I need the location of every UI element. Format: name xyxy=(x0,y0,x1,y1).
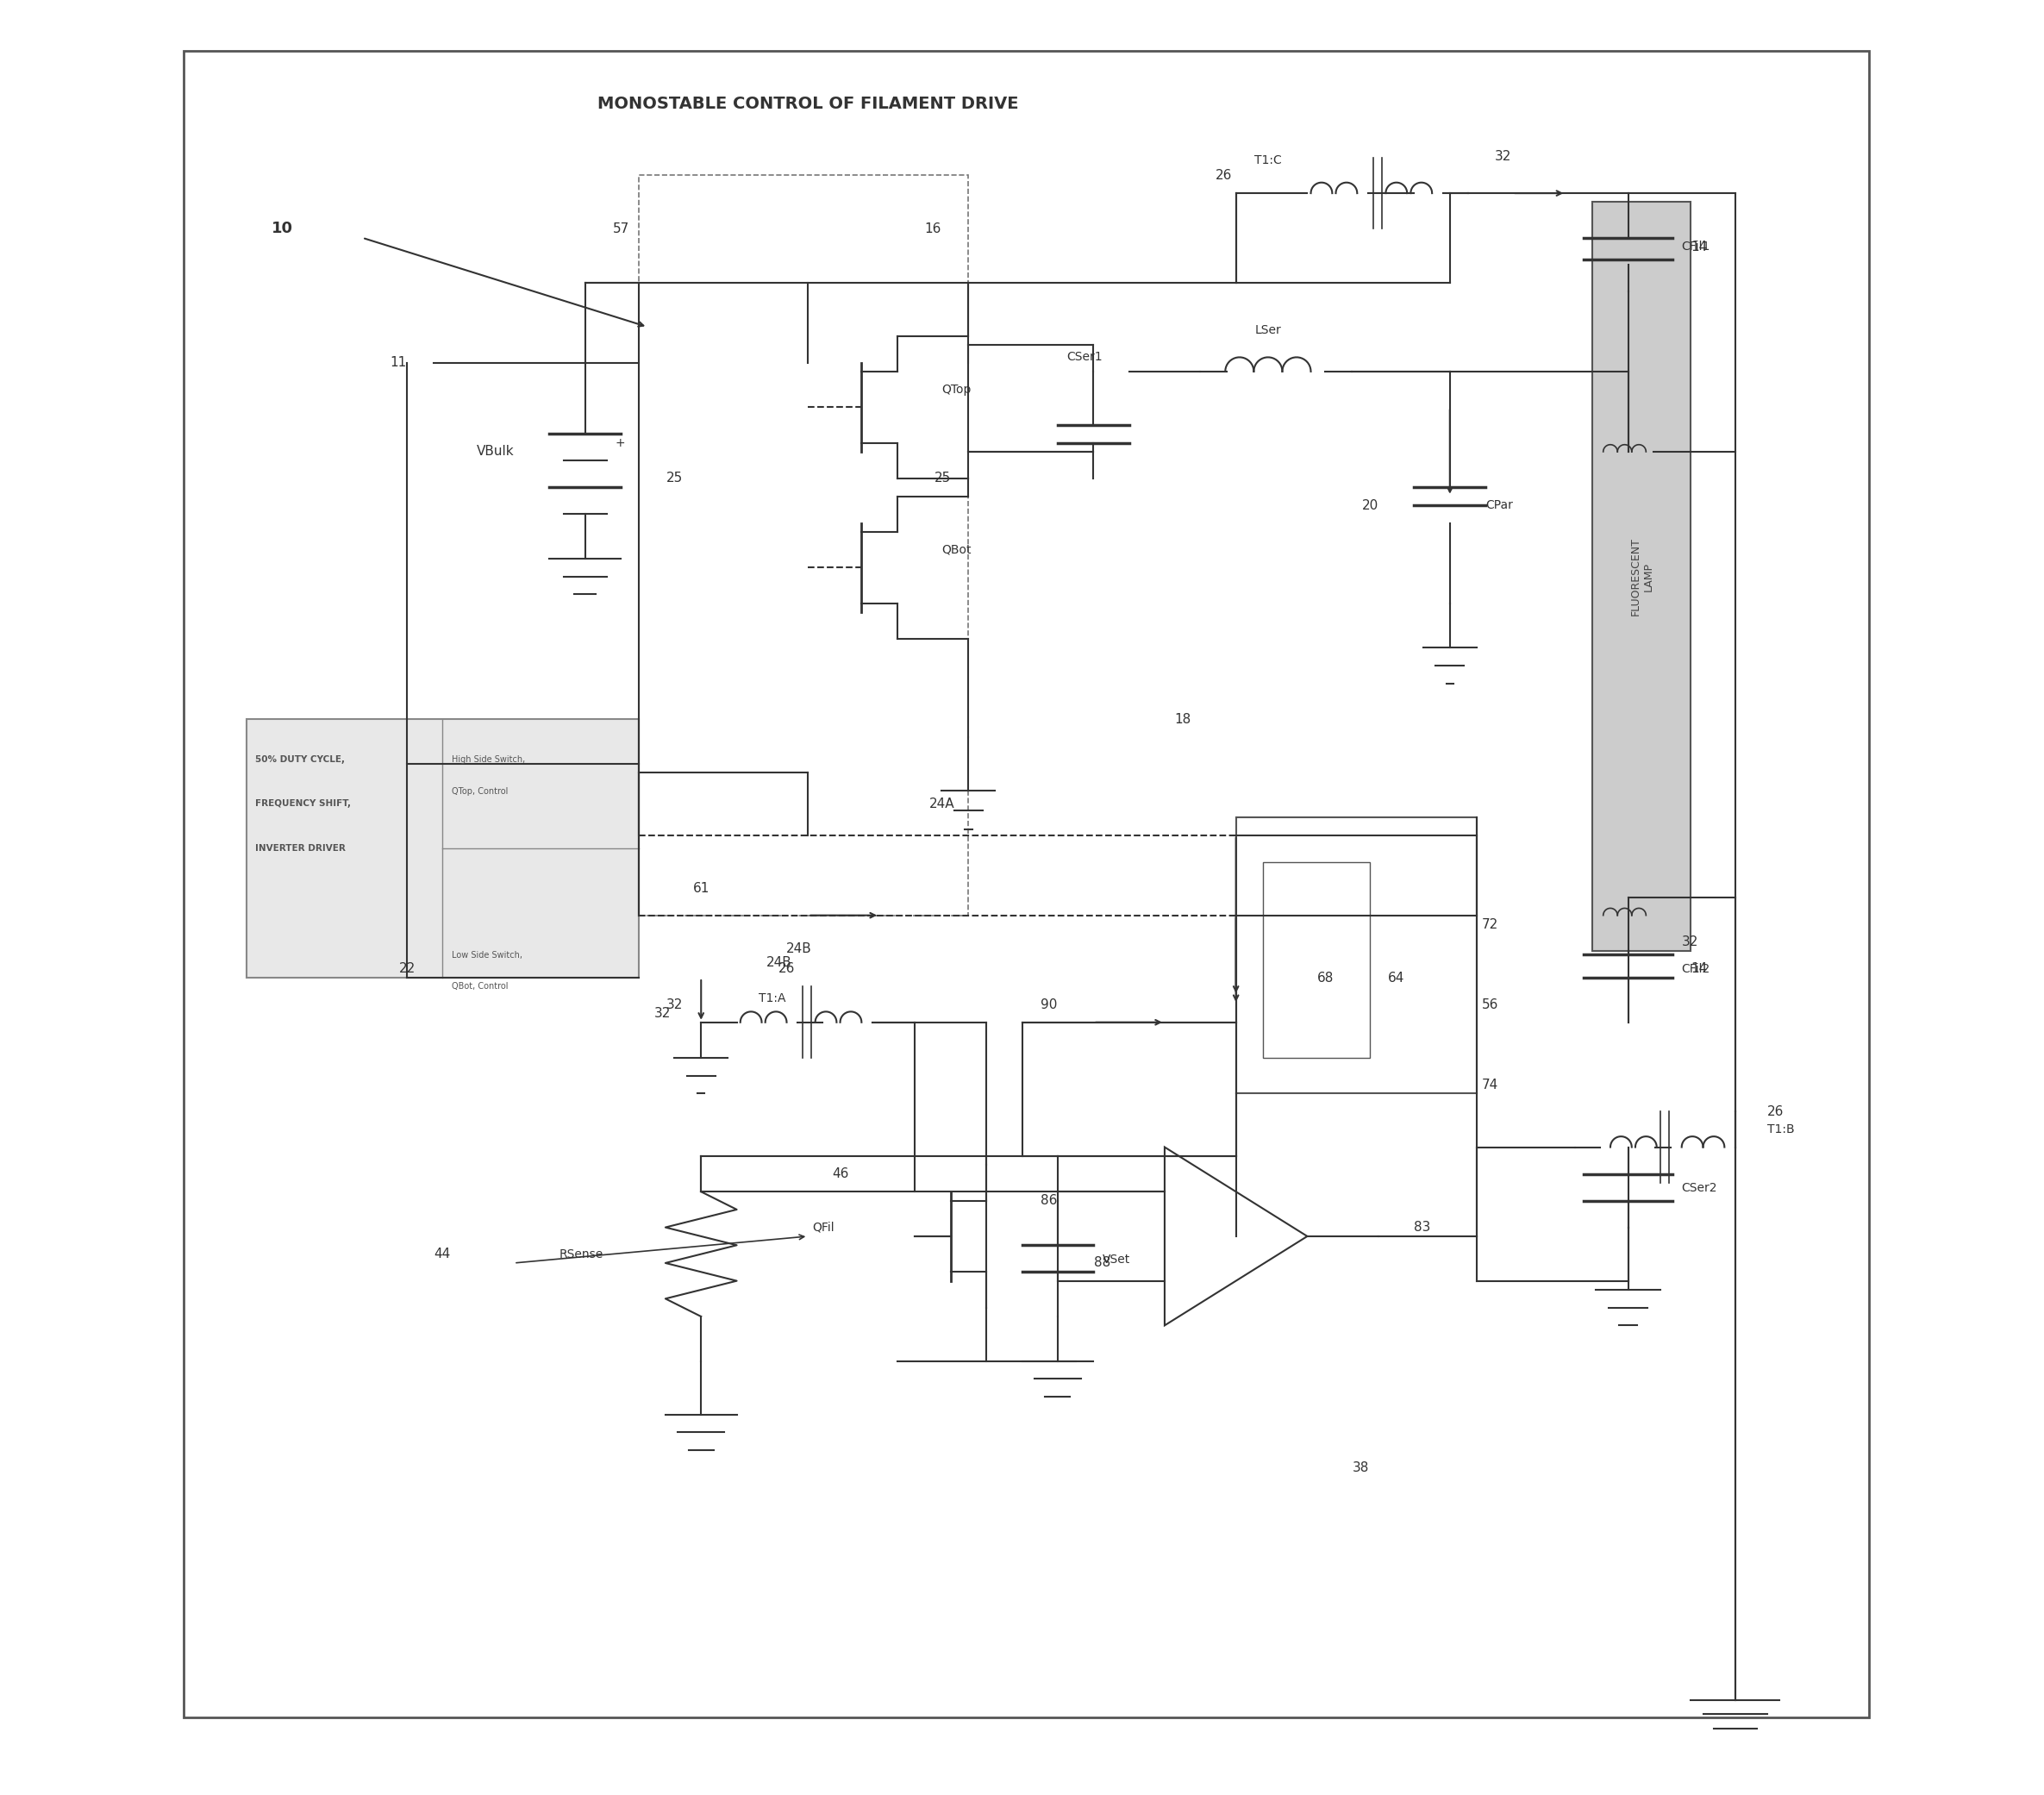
Text: QBot, Control: QBot, Control xyxy=(452,982,509,991)
Text: CFil1: CFil1 xyxy=(1682,241,1711,253)
Polygon shape xyxy=(1165,1147,1308,1325)
Text: 72: 72 xyxy=(1482,917,1498,932)
Text: 68: 68 xyxy=(1316,971,1333,984)
Text: 24B: 24B xyxy=(787,942,811,955)
Text: 26: 26 xyxy=(779,962,795,975)
Text: 56: 56 xyxy=(1482,998,1498,1011)
Text: QTop: QTop xyxy=(942,384,971,395)
Text: 86: 86 xyxy=(1040,1194,1057,1206)
Text: 26: 26 xyxy=(1768,1106,1784,1118)
Text: 11: 11 xyxy=(390,355,407,370)
Text: QFil: QFil xyxy=(814,1221,834,1233)
Text: 57: 57 xyxy=(613,223,630,235)
Bar xyxy=(1237,817,1476,1093)
Bar xyxy=(1592,203,1690,951)
Text: CSer2: CSer2 xyxy=(1682,1183,1717,1194)
Text: INVERTER DRIVER: INVERTER DRIVER xyxy=(256,844,345,853)
Text: QBot: QBot xyxy=(942,544,971,556)
Text: 83: 83 xyxy=(1414,1221,1431,1233)
Text: 50% DUTY CYCLE,: 50% DUTY CYCLE, xyxy=(256,756,345,763)
Text: 10: 10 xyxy=(272,221,292,237)
Text: 32: 32 xyxy=(654,1007,670,1020)
Text: 24A: 24A xyxy=(930,797,955,810)
Text: LSer: LSer xyxy=(1255,323,1282,336)
Text: 38: 38 xyxy=(1353,1461,1369,1474)
Text: T1:A: T1:A xyxy=(758,993,787,1005)
Text: VBulk: VBulk xyxy=(476,445,513,458)
Text: FREQUENCY SHIFT,: FREQUENCY SHIFT, xyxy=(256,799,352,808)
Text: 22: 22 xyxy=(399,962,415,975)
Text: 61: 61 xyxy=(693,881,709,896)
Text: 14: 14 xyxy=(1690,241,1707,253)
Bar xyxy=(1263,862,1369,1057)
Text: T1:C: T1:C xyxy=(1255,154,1282,167)
Text: 32: 32 xyxy=(1494,151,1513,163)
Text: 46: 46 xyxy=(832,1167,848,1181)
Text: RSense: RSense xyxy=(558,1248,603,1260)
Text: 14: 14 xyxy=(1690,962,1707,975)
Text: QTop, Control: QTop, Control xyxy=(452,786,507,795)
Text: 26: 26 xyxy=(1216,169,1233,181)
Text: 20: 20 xyxy=(1361,499,1378,512)
Text: 25: 25 xyxy=(666,472,683,485)
Text: High Side Switch,: High Side Switch, xyxy=(452,756,525,763)
Text: 25: 25 xyxy=(934,472,950,485)
Text: Low Side Switch,: Low Side Switch, xyxy=(452,951,521,960)
Text: FLUORESCENT
LAMP: FLUORESCENT LAMP xyxy=(1631,537,1654,616)
Text: 24B: 24B xyxy=(766,957,793,969)
Text: 32: 32 xyxy=(1682,935,1699,948)
Text: +: + xyxy=(615,436,625,449)
Text: 16: 16 xyxy=(924,223,940,235)
Text: MONOSTABLE CONTROL OF FILAMENT DRIVE: MONOSTABLE CONTROL OF FILAMENT DRIVE xyxy=(597,95,1018,113)
Text: CSer1: CSer1 xyxy=(1067,350,1102,363)
Text: 18: 18 xyxy=(1173,713,1192,725)
Text: 88: 88 xyxy=(1094,1256,1110,1269)
Text: VSet: VSet xyxy=(1102,1253,1130,1265)
Text: CPar: CPar xyxy=(1486,499,1513,512)
Text: 74: 74 xyxy=(1482,1079,1498,1091)
Text: 90: 90 xyxy=(1040,998,1057,1011)
Bar xyxy=(638,176,969,915)
Text: T1:B: T1:B xyxy=(1768,1124,1795,1134)
Text: 32: 32 xyxy=(666,998,683,1011)
Text: CFil2: CFil2 xyxy=(1682,962,1711,975)
Text: 64: 64 xyxy=(1388,971,1404,984)
Bar xyxy=(247,720,638,978)
Text: 44: 44 xyxy=(433,1248,452,1260)
